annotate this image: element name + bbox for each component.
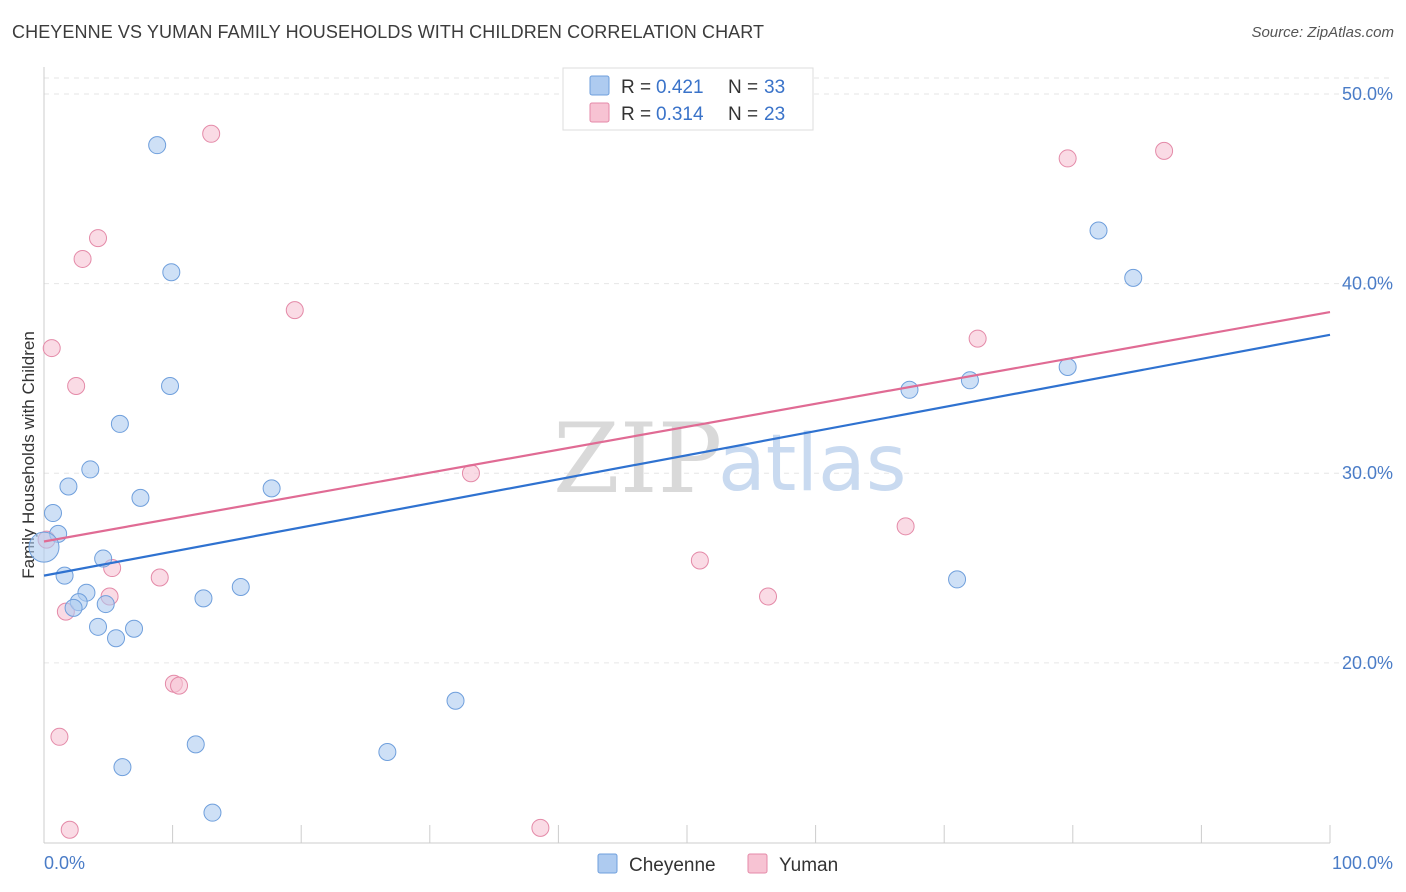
yuman-point-9	[150, 568, 169, 587]
yuman-point-0	[202, 124, 221, 143]
yuman-point-1	[89, 229, 108, 248]
yuman-point-2	[73, 249, 92, 268]
cheyenne-point-21	[107, 629, 126, 648]
yuman-point-18	[759, 587, 778, 606]
cheyenne-point-1	[162, 263, 181, 282]
cheyenne-point-28	[1124, 268, 1143, 287]
cheyenne-point-4	[81, 460, 100, 479]
watermark-zip: ZIP	[553, 403, 722, 515]
watermark: ZIP atlas	[553, 403, 907, 515]
bottom-legend-yuman: Yuman	[779, 855, 838, 876]
yuman-point-5	[67, 376, 86, 395]
legend-cheyenne-n-label: N =	[728, 77, 758, 98]
y-tick-labels: 20.0% 30.0% 40.0% 50.0%	[1342, 84, 1393, 673]
y-tick-label-3: 50.0%	[1342, 84, 1393, 104]
yuman-point-15	[60, 820, 79, 839]
legend-cheyenne-n: 33	[764, 77, 785, 98]
bottom-legend-yuman-swatch	[747, 853, 768, 874]
legend-cheyenne-r: 0.421	[656, 77, 704, 98]
cheyenne-point-24	[113, 758, 132, 777]
yuman-point-16	[531, 818, 550, 837]
yuman-point-20	[968, 329, 987, 348]
yuman-point-13	[170, 676, 189, 695]
cheyenne-point-10	[28, 531, 60, 563]
cheyenne-point-7	[262, 479, 281, 498]
cheyenne-point-15	[64, 598, 83, 617]
legend-yuman-n-label: N =	[728, 104, 758, 125]
y-tick-label-1: 30.0%	[1342, 463, 1393, 483]
x-tick-labels: 0.0% 100.0%	[44, 853, 1393, 873]
yuman-point-4	[42, 339, 61, 358]
cheyenne-point-3	[110, 414, 129, 433]
y-tick-label-0: 20.0%	[1342, 653, 1393, 673]
cheyenne-point-23	[186, 735, 205, 754]
bottom-legend-cheyenne: Cheyenne	[629, 855, 716, 876]
cheyenne-point-25	[378, 742, 397, 761]
yuman-point-14	[50, 727, 69, 746]
yuman-point-3	[285, 301, 304, 320]
source-label: Source: ZipAtlas.com	[1251, 24, 1394, 41]
cheyenne-point-2	[161, 376, 180, 395]
yuman-point-17	[690, 551, 709, 570]
x-tick-label-1: 100.0%	[1332, 853, 1393, 873]
yuman-trend-line	[43, 310, 1331, 543]
cheyenne-point-30	[900, 380, 919, 399]
yuman-point-22	[1155, 141, 1174, 160]
legend-yuman-r-label: R =	[621, 104, 651, 125]
legend-yuman-swatch	[589, 102, 610, 123]
axes	[43, 67, 1331, 844]
cheyenne-point-22	[446, 691, 465, 710]
cheyenne-point-26	[203, 803, 222, 822]
top-legend: R = 0.421 N = 33 R = 0.314 N = 23	[562, 67, 814, 131]
yuman-point-19	[896, 517, 915, 536]
cheyenne-point-8	[44, 504, 63, 523]
y-tick-label-2: 40.0%	[1342, 274, 1393, 294]
cheyenne-point-0	[148, 136, 167, 155]
watermark-atlas: atlas	[718, 419, 907, 509]
chart-title: CHEYENNE VS YUMAN FAMILY HOUSEHOLDS WITH…	[12, 22, 765, 42]
yuman-point-21	[1058, 149, 1077, 168]
bottom-legend: Cheyenne Yuman	[597, 853, 838, 876]
y-axis-label: Family Households with Children	[19, 331, 38, 579]
cheyenne-points	[28, 136, 1143, 822]
cheyenne-point-17	[194, 589, 213, 608]
cheyenne-point-5	[59, 477, 78, 496]
legend-yuman-n: 23	[764, 104, 785, 125]
cheyenne-point-6	[131, 488, 150, 507]
bottom-legend-cheyenne-swatch	[597, 853, 618, 874]
x-tick-label-0: 0.0%	[44, 853, 85, 873]
cheyenne-point-18	[231, 578, 250, 596]
cheyenne-point-32	[948, 570, 967, 589]
cheyenne-point-16	[96, 595, 115, 614]
legend-cheyenne-r-label: R =	[621, 77, 651, 98]
legend-cheyenne-swatch	[589, 75, 610, 96]
cheyenne-trend-line	[43, 333, 1331, 577]
legend-yuman-r: 0.314	[656, 104, 704, 125]
cheyenne-point-20	[125, 619, 144, 638]
gridlines	[44, 77, 1392, 664]
cheyenne-point-29	[1058, 358, 1077, 377]
trend-lines	[43, 310, 1331, 577]
cheyenne-point-27	[1089, 221, 1108, 240]
cheyenne-point-19	[89, 617, 108, 636]
